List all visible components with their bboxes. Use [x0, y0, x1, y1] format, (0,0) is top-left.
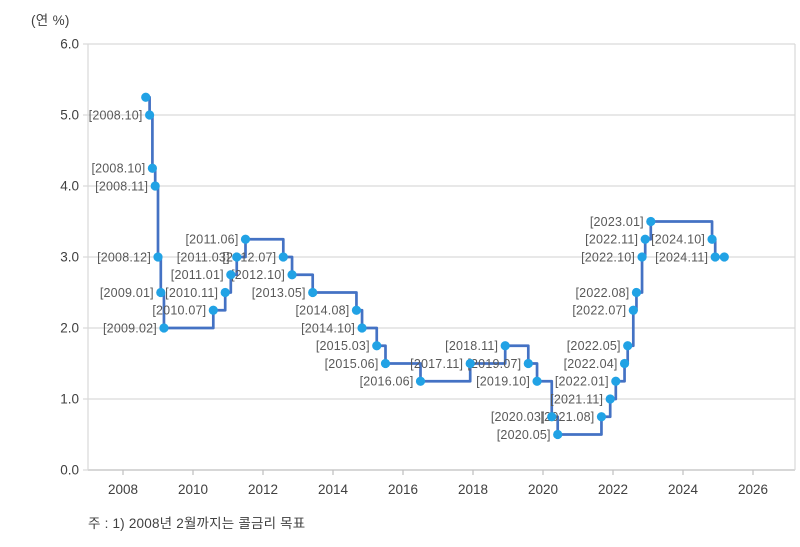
rate-change-marker — [150, 181, 160, 191]
rate-change-label: [2008.10] — [91, 162, 145, 176]
rate-change-marker — [220, 287, 230, 298]
x-tick-label: 2024 — [668, 482, 699, 497]
rate-change-label: [2022.08] — [576, 286, 630, 300]
rate-change-label: [2018.11] — [445, 339, 498, 353]
rate-change-label: [2024.10] — [651, 233, 705, 247]
x-tick-label: 2022 — [598, 482, 628, 497]
rate-change-label: [2020.03] — [491, 410, 545, 424]
rate-change-label: [2021.11] — [550, 392, 603, 406]
x-tick-label: 2010 — [178, 482, 208, 497]
rate-change-label: [2022.05] — [567, 339, 621, 353]
x-tick-label: 2016 — [388, 482, 418, 497]
rate-change-marker — [145, 110, 155, 120]
rate-change-label: [2023.01] — [590, 215, 644, 229]
y-tick-label: 5.0 — [60, 108, 79, 123]
rate-change-label: [2009.01] — [100, 286, 154, 300]
rate-change-label: [2019.07] — [467, 357, 521, 371]
rate-change-label: [2015.03] — [316, 339, 370, 353]
rate-change-marker — [465, 358, 475, 369]
rate-change-label: [2008.12] — [97, 250, 151, 264]
rate-change-marker — [637, 252, 647, 262]
rate-change-marker — [153, 252, 163, 262]
rate-change-label: [2022.10] — [581, 250, 635, 264]
rate-change-label: [2022.01] — [555, 375, 609, 389]
rate-change-marker — [159, 323, 169, 333]
rate-change-marker — [380, 358, 391, 369]
rate-change-marker — [523, 358, 533, 369]
rate-change-label: [2020.05] — [497, 428, 551, 442]
rate-change-label: [2012.07] — [222, 250, 276, 264]
rate-change-marker — [156, 287, 166, 298]
rate-change-label: [2019.10] — [476, 375, 530, 389]
rate-change-label: [2010.07] — [152, 304, 206, 318]
rate-change-label: [2011.03] — [177, 250, 230, 264]
x-tick-label: 2026 — [738, 482, 768, 497]
x-tick-label: 2012 — [248, 482, 278, 497]
y-tick-label: 2.0 — [60, 321, 79, 336]
rate-change-marker — [707, 234, 717, 244]
rate-change-marker — [208, 305, 218, 315]
rate-change-marker — [500, 341, 510, 351]
rate-change-label: [2010.11] — [165, 286, 218, 300]
y-tick-label: 4.0 — [60, 179, 79, 194]
y-tick-label: 1.0 — [60, 392, 79, 407]
rate-change-label: [2014.10] — [301, 321, 355, 335]
rate-change-label: [2011.06] — [185, 233, 238, 247]
y-axis-unit-label: (연 %) — [31, 13, 70, 28]
rate-change-marker — [141, 92, 151, 102]
rate-change-label: [2016.06] — [360, 375, 414, 389]
rate-change-label: [2022.07] — [572, 304, 626, 318]
rate-change-marker — [710, 252, 720, 262]
rate-change-marker — [640, 234, 650, 244]
rate-change-marker — [719, 252, 729, 262]
x-tick-label: 2020 — [528, 482, 558, 497]
rate-change-label: [2008.11] — [95, 179, 148, 193]
rate-change-marker — [547, 412, 557, 422]
y-tick-label: 3.0 — [60, 250, 79, 265]
rate-change-label: [2022.04] — [564, 357, 618, 371]
rate-change-marker — [553, 429, 563, 440]
rate-change-label: [2017.11] — [410, 357, 463, 371]
rate-change-marker — [278, 252, 288, 262]
rate-change-marker — [287, 270, 297, 280]
chart-footnote: 주 : 1) 2008년 2월까지는 콜금리 목표 — [88, 516, 306, 531]
rate-change-marker — [628, 305, 638, 315]
rate-step-line — [144, 95, 726, 436]
rate-change-marker — [619, 358, 630, 369]
rate-change-marker — [415, 376, 426, 386]
rate-change-label: [2013.05] — [252, 286, 306, 300]
rate-change-label: [2015.06] — [325, 357, 379, 371]
rate-change-marker — [240, 234, 251, 244]
x-tick-label: 2008 — [108, 482, 138, 497]
rate-change-marker — [351, 305, 362, 315]
y-tick-label: 6.0 — [60, 37, 79, 52]
rate-change-marker — [623, 341, 633, 351]
rate-change-marker — [646, 216, 656, 227]
rate-change-marker — [532, 376, 542, 386]
rate-change-marker — [596, 412, 607, 422]
x-tick-label: 2018 — [458, 482, 488, 497]
rate-change-label: [2008.10] — [89, 108, 143, 122]
rate-change-marker — [372, 341, 382, 351]
rate-change-label: [2012.10] — [231, 268, 285, 282]
rate-change-marker — [611, 376, 621, 386]
rate-change-label: [2009.02] — [103, 321, 157, 335]
rate-change-marker — [631, 287, 642, 298]
rate-change-label: [2014.08] — [296, 304, 350, 318]
rate-change-label: [2011.01] — [171, 268, 224, 282]
x-tick-label: 2014 — [318, 482, 349, 497]
rate-change-marker — [147, 163, 157, 173]
rate-change-marker — [226, 270, 236, 280]
rate-change-marker — [357, 323, 367, 333]
rate-change-marker — [232, 252, 242, 262]
rate-change-marker — [605, 394, 615, 404]
y-tick-label: 0.0 — [60, 463, 79, 478]
rate-change-marker — [308, 287, 318, 298]
rate-change-label: [2024.11] — [655, 250, 708, 264]
rate-change-label: [2022.11] — [585, 233, 638, 247]
